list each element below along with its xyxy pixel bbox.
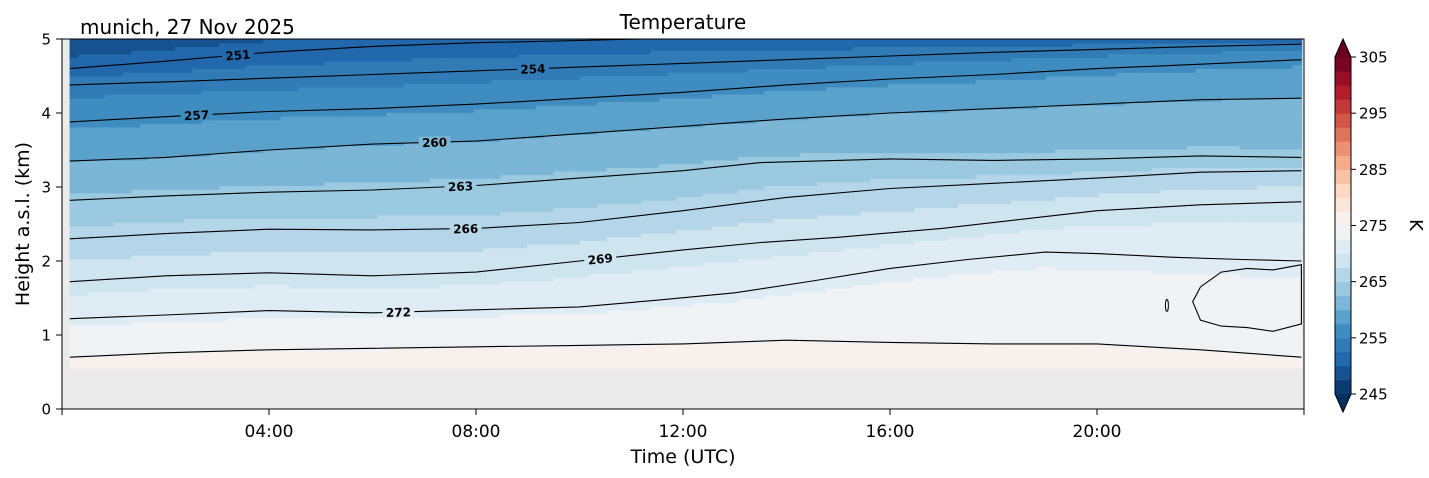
field-cell — [113, 39, 124, 44]
temperature-field — [69, 39, 1303, 370]
field-cell — [245, 39, 256, 44]
field-cell — [236, 39, 247, 44]
field-cell — [131, 39, 141, 44]
field-cell — [298, 39, 309, 44]
field-cell — [271, 39, 282, 44]
field-cell — [148, 39, 159, 44]
field-cell — [219, 39, 229, 44]
field-cell — [377, 39, 388, 44]
field-cell — [333, 39, 344, 44]
field-cell — [447, 39, 458, 44]
field-cell — [78, 39, 89, 44]
field-cell — [342, 39, 353, 44]
field-cell — [104, 39, 115, 44]
field-cell — [368, 39, 379, 44]
field-cell — [175, 39, 185, 44]
field-cell — [192, 39, 203, 44]
field-cell — [289, 39, 300, 44]
field-cell — [359, 39, 370, 44]
field-cell — [254, 39, 265, 44]
field-cell — [351, 39, 361, 44]
field-cell — [139, 39, 150, 44]
field-cell — [122, 39, 133, 44]
field-cell — [439, 39, 449, 44]
field-cell — [430, 39, 441, 44]
field-cell — [509, 39, 520, 44]
field-cell — [210, 39, 221, 44]
field-cell — [412, 39, 423, 44]
field-cell — [157, 39, 168, 44]
field-cell — [280, 39, 291, 44]
field-cell — [166, 39, 177, 44]
field-cell — [386, 39, 397, 44]
field-cell — [227, 39, 238, 44]
field-cell — [403, 39, 414, 44]
field-cell — [307, 39, 317, 44]
field-cell — [324, 39, 335, 44]
field-cell — [421, 39, 432, 44]
field-cell — [87, 39, 97, 44]
field-cell — [315, 39, 326, 44]
field-cell — [263, 39, 273, 44]
field-cell — [201, 39, 212, 44]
field-cell — [183, 39, 194, 44]
field-cell — [395, 39, 405, 44]
field-cell — [69, 39, 80, 44]
field-cell — [96, 39, 106, 44]
